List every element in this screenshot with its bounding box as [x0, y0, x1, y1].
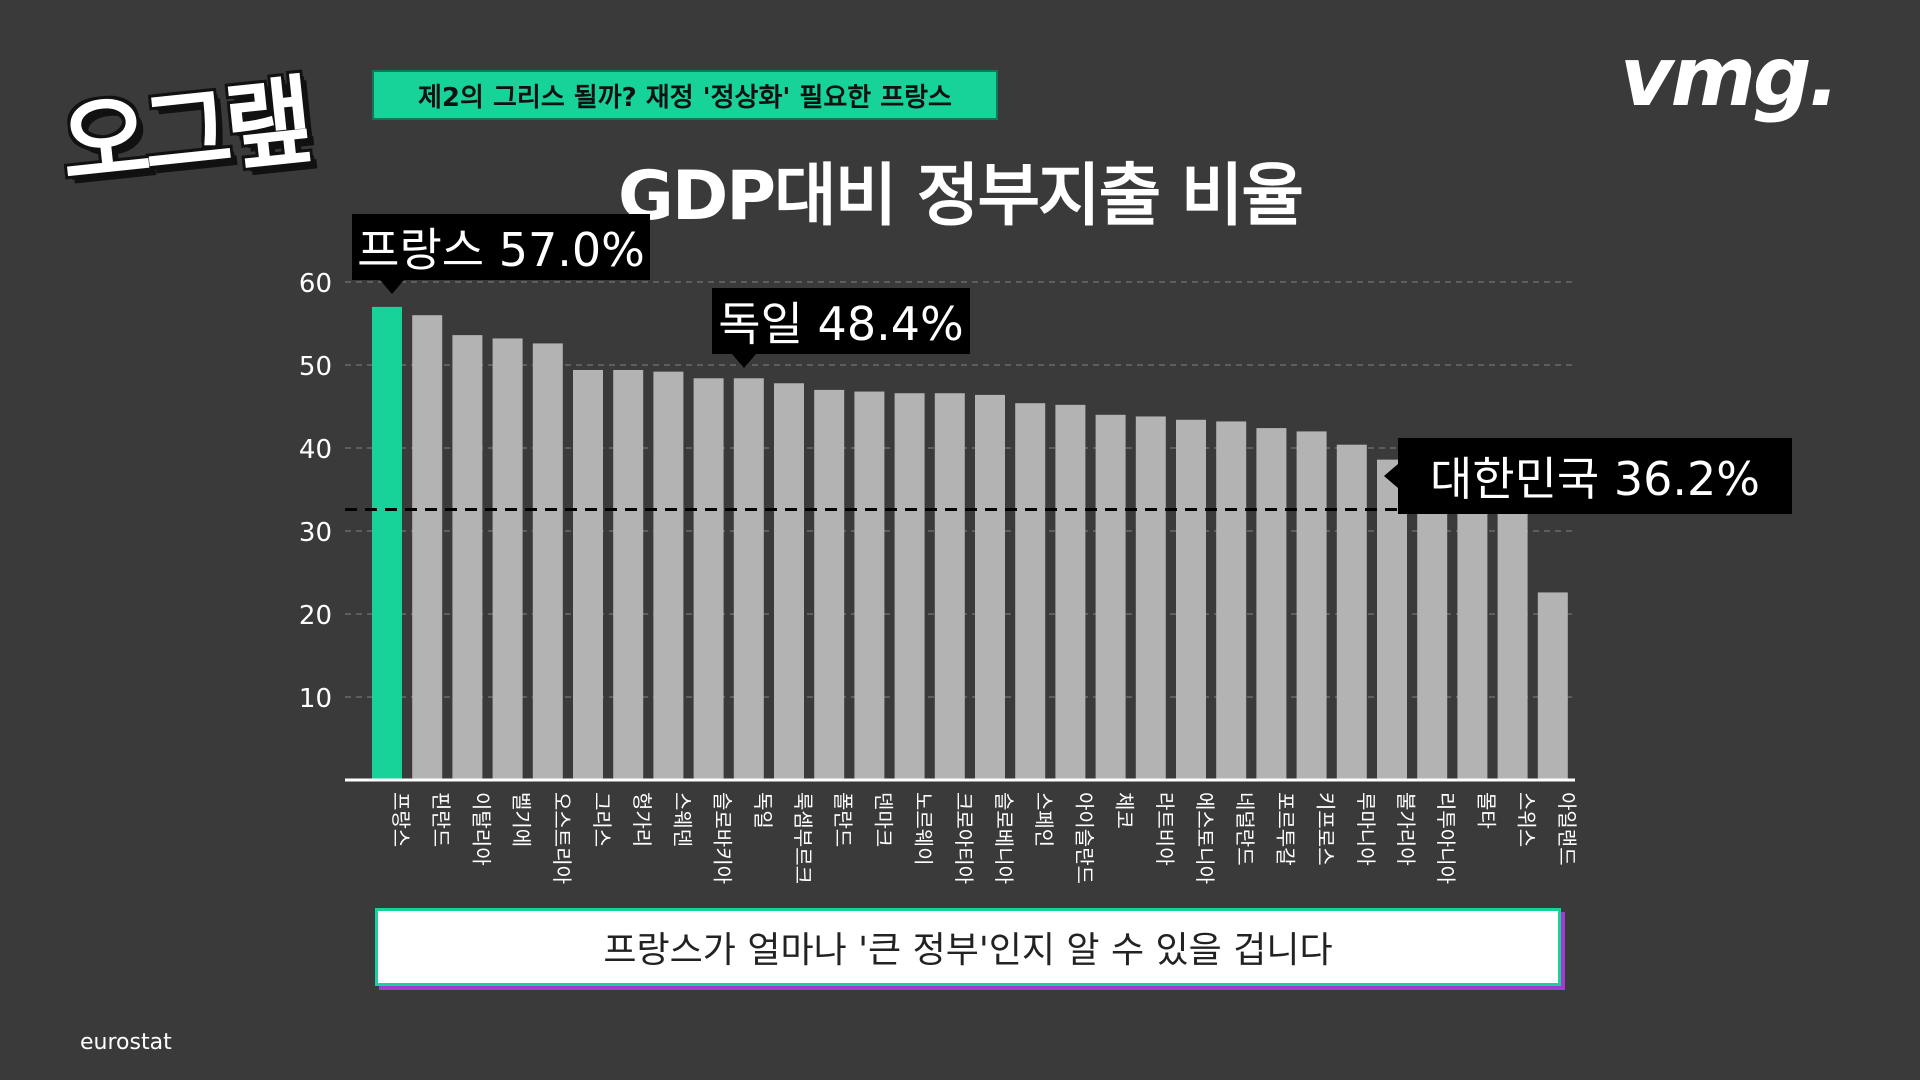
- callout-germany-label: 독일 48.4%: [718, 297, 964, 351]
- bar: [1497, 493, 1528, 780]
- bar: [1176, 419, 1206, 780]
- bar: [854, 391, 885, 780]
- callout-korea-label: 대한민국 36.2%: [1429, 452, 1761, 506]
- y-tick-label: 60: [299, 269, 332, 299]
- bar: [1296, 431, 1327, 780]
- y-tick-label: 10: [299, 684, 332, 714]
- x-tick-label: 스페인: [1032, 792, 1056, 847]
- x-tick-label: 노르웨이: [912, 792, 936, 866]
- x-tick-label: 폴란드: [831, 792, 855, 847]
- bar: [1417, 489, 1448, 780]
- x-tick-label: 루마니아: [1354, 792, 1378, 866]
- x-tick-label: 체코: [1113, 792, 1137, 829]
- bar: [894, 393, 925, 780]
- brand-logo: vmg.: [1620, 30, 1840, 125]
- x-tick-label: 불가리아: [1394, 792, 1418, 866]
- x-tick-label: 룩셈부르크: [791, 792, 815, 884]
- y-tick-label: 40: [299, 435, 332, 465]
- callout-germany: 독일 48.4%: [712, 288, 970, 368]
- callout-korea: 대한민국 36.2%: [1384, 438, 1792, 514]
- bar: [1457, 489, 1488, 780]
- x-tick-label: 스웨덴: [670, 792, 694, 847]
- caption-text: 프랑스가 얼마나 '큰 정부'인지 알 수 있을 겁니다: [603, 930, 1333, 971]
- bar: [814, 389, 845, 780]
- episode-subtitle: 제2의 그리스 될까? 재정 '정상화' 필요한 프랑스: [372, 70, 998, 120]
- source-label: eurostat: [80, 1030, 172, 1055]
- y-tick-label: 30: [299, 518, 332, 548]
- x-tick-label: 덴마크: [871, 792, 895, 847]
- callout-france: 프랑스 57.0%: [352, 214, 650, 294]
- y-tick-label: 20: [299, 601, 332, 631]
- x-tick-label: 포르투갈: [1273, 792, 1297, 866]
- x-tick-label: 슬로베니아: [992, 792, 1016, 884]
- caption-box: 프랑스가 얼마나 '큰 정부'인지 알 수 있을 겁니다: [375, 908, 1561, 986]
- x-tick-label: 헝가리: [630, 792, 654, 847]
- x-tick-label: 스위스: [1515, 792, 1539, 847]
- bar: [1256, 428, 1287, 780]
- x-tick-label: 벨기에: [510, 792, 534, 847]
- bar: [452, 335, 483, 780]
- bar: [733, 378, 764, 780]
- bar: [492, 338, 523, 780]
- bar: [1336, 444, 1367, 780]
- x-tick-label: 네덜란드: [1233, 792, 1257, 866]
- callout-france-label: 프랑스 57.0%: [357, 223, 645, 277]
- x-tick-label: 이탈리아: [469, 792, 493, 866]
- bar: [774, 383, 804, 780]
- x-tick-label: 독일: [751, 792, 775, 829]
- bar: [532, 343, 563, 780]
- bar: [1135, 416, 1166, 780]
- x-tick-label: 오스트리아: [550, 792, 574, 884]
- x-tick-label: 핀란드: [429, 792, 453, 847]
- bar: [573, 369, 603, 780]
- x-tick-label: 리투아니아: [1434, 792, 1458, 884]
- bar: [1055, 404, 1086, 780]
- bar: [1216, 421, 1247, 780]
- bar: [693, 378, 724, 780]
- x-tick-label: 아이슬란드: [1072, 792, 1096, 884]
- x-tick-label: 그리스: [590, 792, 614, 847]
- bar: [653, 371, 684, 780]
- bar: [1015, 403, 1046, 780]
- bar: [975, 394, 1005, 780]
- bar: [934, 393, 965, 780]
- chart-title: GDP대비 정부지출 비율: [618, 157, 1304, 236]
- bar: [1537, 592, 1568, 780]
- bar: [372, 306, 402, 780]
- bar: [1095, 414, 1126, 780]
- x-tick-label: 프랑스: [389, 792, 413, 847]
- x-tick-label: 아일랜드: [1555, 792, 1579, 866]
- bar: [613, 369, 644, 780]
- x-tick-label: 몰타: [1474, 792, 1498, 829]
- x-tick-label: 에스토니아: [1193, 792, 1217, 884]
- x-tick-label: 슬로바키아: [711, 792, 735, 884]
- x-tick-label: 크로아티아: [952, 792, 976, 884]
- bar: [412, 315, 443, 780]
- x-tick-label: 키프로스: [1314, 792, 1338, 866]
- y-tick-label: 50: [299, 352, 332, 382]
- x-tick-label: 라트비아: [1153, 792, 1177, 866]
